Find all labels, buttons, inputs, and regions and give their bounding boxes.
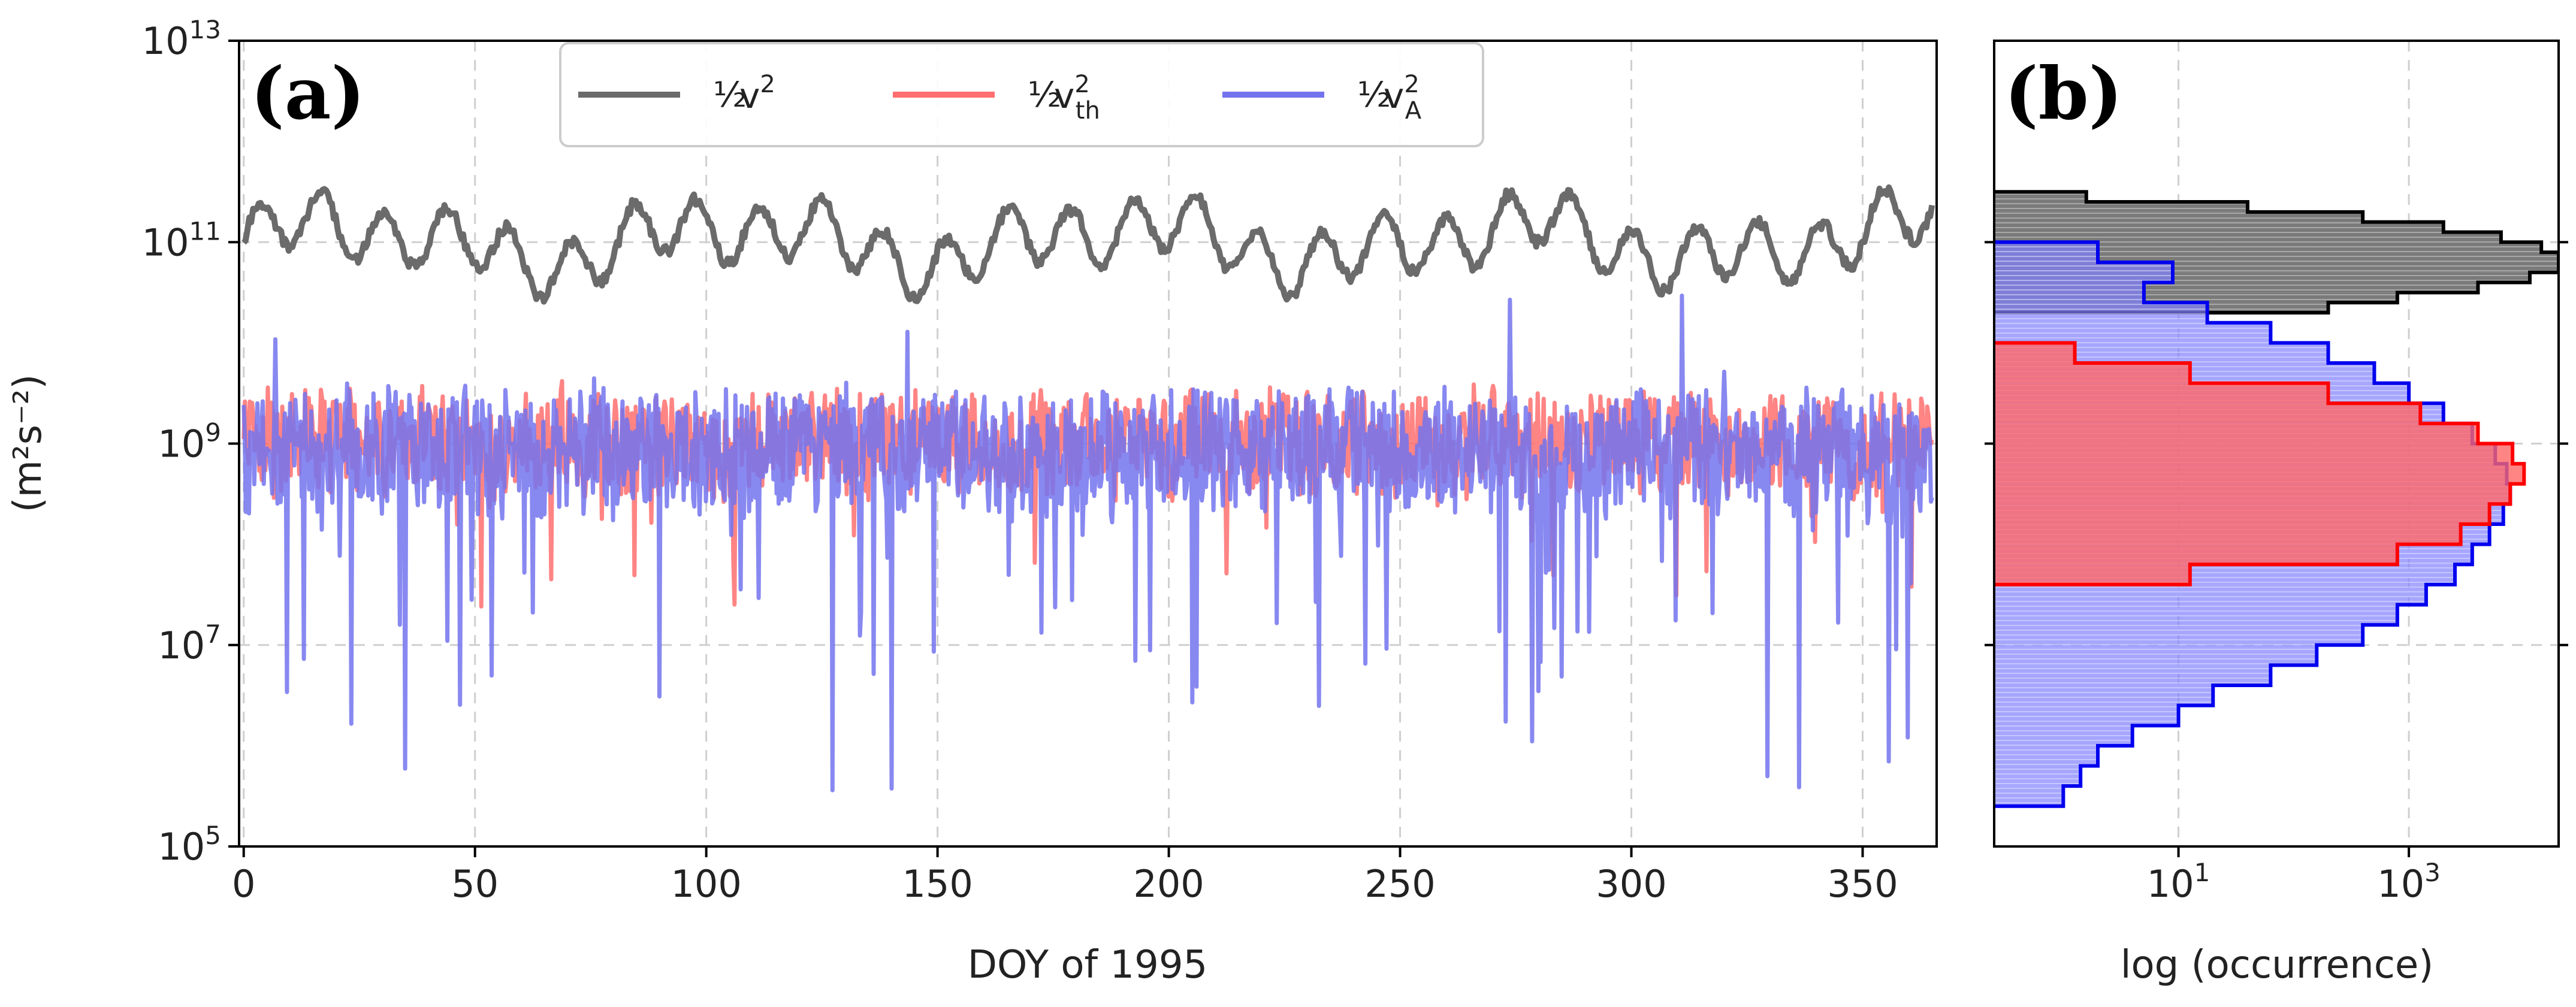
legend-var: v2 A [1384,71,1422,125]
histogram-bar-thermal [1994,443,2513,464]
legend: ½v2 ½v2 th ½v2 A [559,42,1484,147]
histogram-bar-thermal [1994,403,2421,424]
histogram-hatch [1994,252,2559,262]
histogram-bar-thermal [1994,343,2075,363]
histogram-hatch [1994,705,2179,726]
x-tick-label: 150 [902,862,973,906]
x-tick-label: 300 [1596,862,1666,906]
legend-var: v2 [739,71,775,116]
legend-item-kinetic: ½v2 [578,71,775,116]
legend-fraction: ½ [713,74,747,115]
histogram-hatch [1994,322,2271,343]
legend-box [559,42,1484,147]
histogram-hatch [1994,625,2363,645]
y-tick-label: 1013 [142,15,221,63]
x-tick-label: 100 [671,862,741,906]
histogram-hatch [1994,665,2271,685]
histogram-hatch [1994,222,2444,232]
histogram-hatch [1994,242,2098,262]
legend-var: v2 th [1054,71,1100,125]
histogram-hatch [1994,584,2426,605]
panel-a-y-ticks: 1013 1011 109 107 105 [142,15,239,869]
x-tick-label: 101 [2147,858,2210,906]
y-tick-label: 1011 [142,216,221,264]
x-tick-label: 50 [451,862,499,906]
histogram-hatch [1994,242,2542,253]
x-tick-label: 350 [1827,862,1898,906]
histogram-outline-thermal [1994,341,2526,586]
y-tick-label: 105 [158,821,221,869]
histogram-hatch [1994,262,2173,283]
panel-b-x-ticks: 101 103 [2147,846,2441,906]
histogram-hatch [1994,604,2397,625]
y-tick-label: 109 [158,418,221,466]
panel-a-series [241,184,1935,793]
histogram-bar-thermal [1994,524,2461,545]
histogram-hatch [1994,303,2207,323]
histogram-outline-kinetic [1994,190,2559,315]
panel-b-histograms [1994,190,2559,808]
histogram-hatch [1994,685,2213,706]
histogram-bar-thermal [1994,464,2524,484]
panel-a-x-ticks: 0 50 100 150 200 250 300 350 [232,846,1898,906]
histogram-hatch [1994,232,2501,243]
x-tick-label: 0 [232,862,255,906]
x-tick-label: 200 [1133,862,1204,906]
panel-b-x-axis-label: log (occurrence) [2121,943,2434,987]
histogram-bar-thermal [1994,423,2478,444]
histogram-hatch [1994,766,2081,787]
panel-a-y-axis-label: (m²s⁻²) [6,374,50,513]
legend-fraction: ½ [1028,74,1061,115]
histogram-hatch [1994,202,2248,212]
histogram-bar-thermal [1994,504,2490,524]
histogram-bar-thermal [1994,544,2397,565]
histogram-hatch [1994,192,2086,202]
histogram-bar-thermal [1994,483,2511,504]
histogram-hatch [1994,725,2133,746]
panel-a: 0 50 100 150 200 250 300 350 10131011109107105 … [6,15,1938,987]
alfven-energy-line [241,294,1934,793]
histogram-thermal [1994,341,2526,586]
legend-fraction: ½ [1357,74,1391,115]
kinetic-energy-line [241,184,1935,305]
histogram-bar-thermal [1994,363,2190,383]
legend-item-alfven: ½v2 A [1222,71,1422,125]
histogram-hatch [1994,645,2317,666]
panel-b-y-ticks [1985,241,2568,646]
histogram-outline-alfven [1994,240,2512,808]
y-tick-label: 107 [158,619,221,667]
histogram-bar-thermal [1994,383,2329,404]
panel-a-x-axis-label: DOY of 1995 [968,943,1208,987]
panel-a-label: (a) [250,52,365,136]
legend-item-thermal: ½v2 th [893,71,1100,125]
histogram-hatch [1994,745,2098,766]
histogram-hatch [1994,786,2064,806]
panel-b-label: (b) [2004,52,2122,136]
panel-b: 101 103 (b) log (occurrence) [1985,40,2568,987]
histogram-bar-thermal [1994,564,2190,585]
histogram-hatch [1994,211,2363,222]
histogram-hatch [1994,282,2144,303]
x-tick-label: 250 [1364,862,1435,906]
x-tick-label: 103 [2377,858,2441,906]
